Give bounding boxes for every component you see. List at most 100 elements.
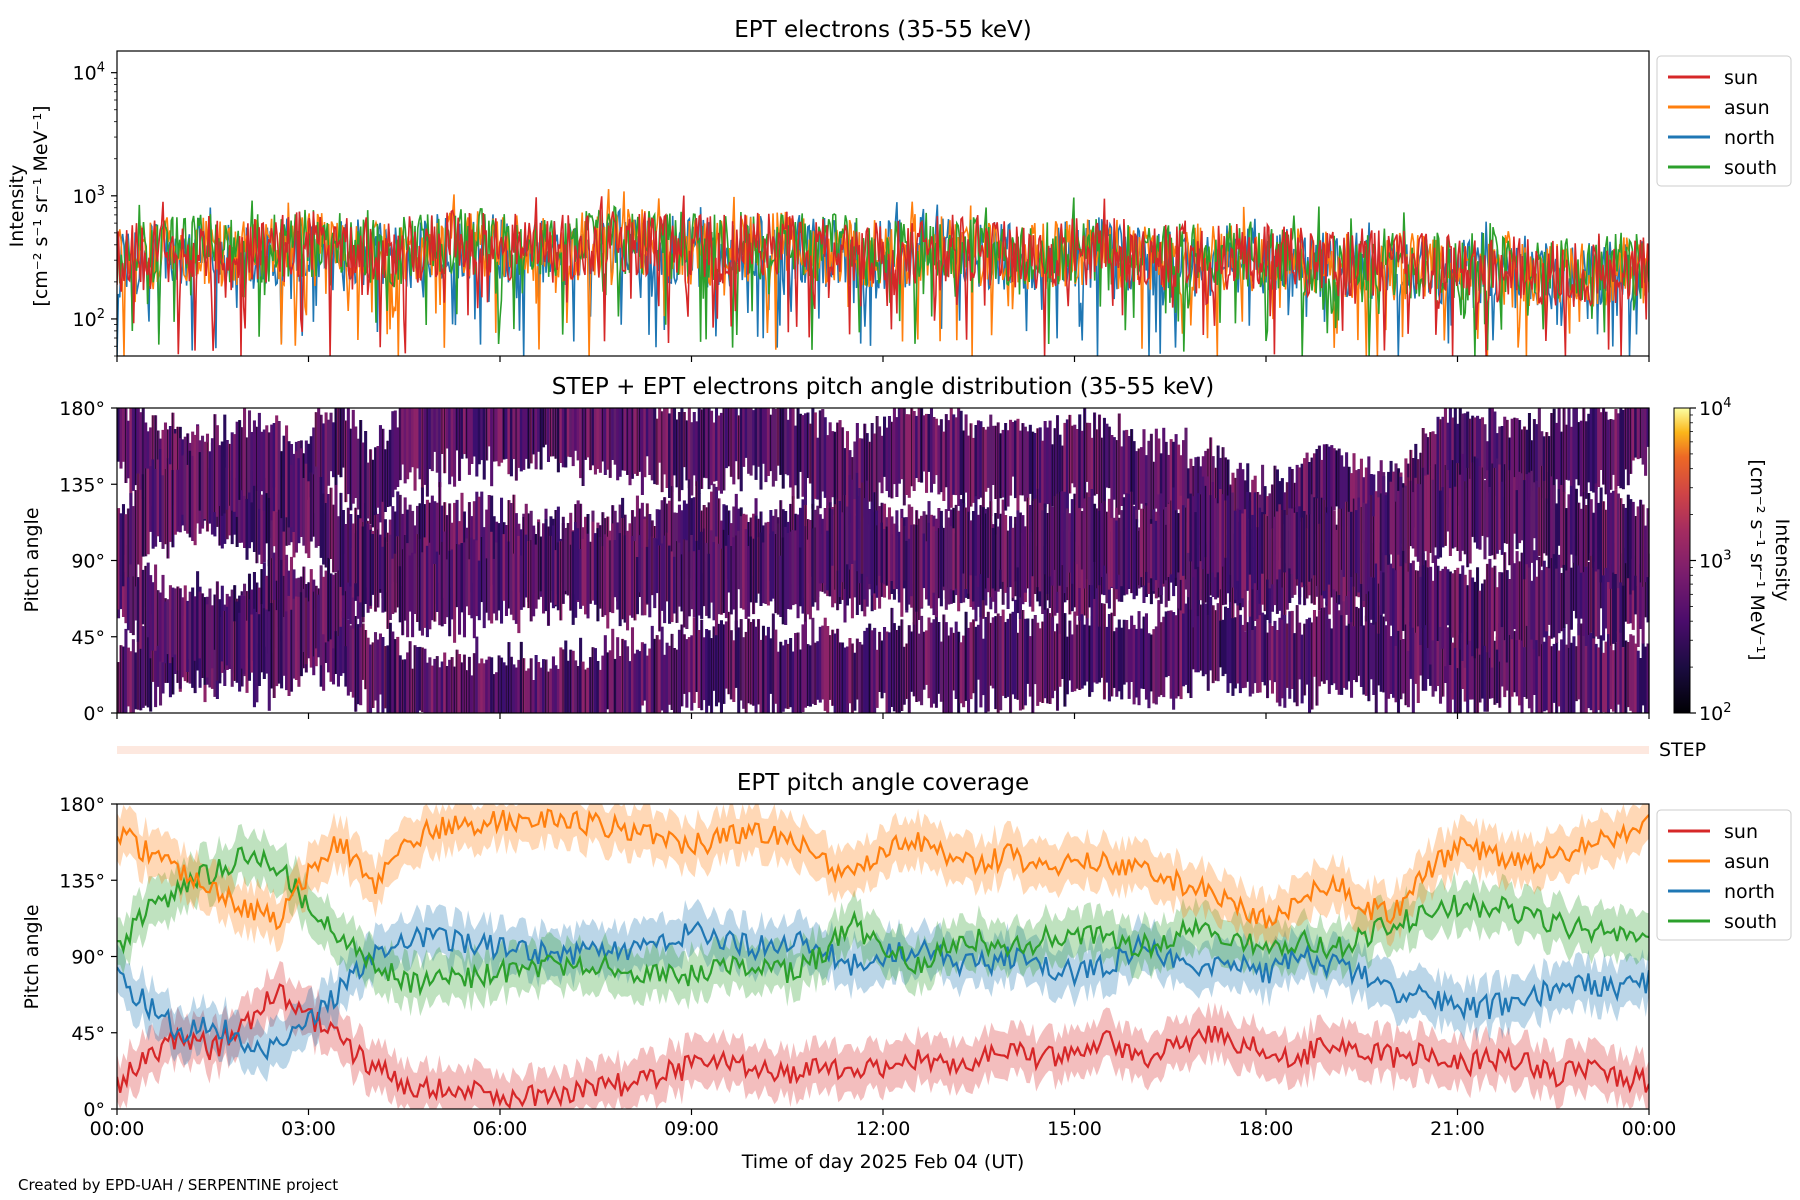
panel1-frame <box>116 50 1650 357</box>
heatmap-cell <box>1592 408 1596 493</box>
heatmap-cell <box>677 542 681 607</box>
heatmap-cell <box>475 408 479 477</box>
heatmap-cell <box>564 640 568 713</box>
heatmap-cell <box>1372 474 1376 533</box>
heatmap-cell <box>1018 430 1022 496</box>
heatmap-cell <box>1510 560 1514 640</box>
pitch-angle-distribution-panel: STEP + EPT electrons pitch angle distrib… <box>21 374 1793 725</box>
heatmap-cell <box>1330 445 1334 546</box>
panel1-ylabel-line1: Intensity <box>6 165 28 248</box>
heatmap-cell <box>1048 420 1052 518</box>
heatmap-cell <box>129 408 133 506</box>
heatmap-cell <box>287 441 291 528</box>
heatmap-cell <box>1387 556 1391 640</box>
heatmap-cell <box>1112 517 1116 589</box>
heatmap-cell <box>238 612 242 692</box>
heatmap-cell <box>438 667 442 713</box>
heatmap-cell <box>808 645 812 707</box>
heatmap-cell <box>927 414 931 472</box>
heatmap-cell <box>1204 603 1208 675</box>
heatmap-cell <box>1253 626 1257 684</box>
heatmap-cell <box>808 520 812 620</box>
heatmap-cell <box>356 438 360 510</box>
heatmap-cell <box>1194 538 1198 625</box>
heatmap-cell <box>119 513 123 576</box>
heatmap-cell <box>769 638 773 694</box>
heatmap-cell <box>1065 508 1069 588</box>
heatmap-cell <box>976 420 980 500</box>
heatmap-cell <box>863 630 867 713</box>
heatmap-cell <box>1557 489 1561 546</box>
heatmap-cell <box>984 429 988 492</box>
heatmap-cell <box>435 551 439 612</box>
heatmap-cell <box>1026 618 1030 684</box>
heatmap-cell <box>1199 545 1203 601</box>
heatmap-cell <box>964 414 968 493</box>
heatmap-cell <box>554 550 558 605</box>
heatmap-cell <box>794 530 798 605</box>
heatmap-cell <box>497 408 501 467</box>
heatmap-cell <box>178 438 182 533</box>
heatmap-cell <box>769 533 773 602</box>
heatmap-cell <box>1186 498 1190 553</box>
x-tick-label: 00:00 <box>1622 1118 1677 1140</box>
heatmap-cell <box>297 596 301 687</box>
heatmap-cell <box>855 423 859 514</box>
heatmap-cell <box>668 545 672 624</box>
heatmap-cell <box>1535 628 1539 713</box>
heatmap-cell <box>1068 513 1072 573</box>
heatmap-cell <box>900 408 904 480</box>
heatmap-cell <box>1139 508 1144 578</box>
heatmap-cell <box>789 638 793 708</box>
heatmap-cell <box>1520 625 1524 713</box>
heatmap-cell <box>457 654 462 713</box>
heatmap-cell <box>1495 458 1499 554</box>
heatmap-cell <box>905 540 909 610</box>
heatmap-cell <box>327 494 331 558</box>
heatmap-cell <box>1120 446 1124 506</box>
heatmap-cell <box>1606 620 1611 713</box>
heatmap-cell <box>1476 415 1480 496</box>
heatmap-cell <box>334 484 338 573</box>
heatmap-cell <box>974 496 978 576</box>
heatmap-cell <box>1463 574 1467 668</box>
heatmap-cell <box>411 552 415 638</box>
heatmap-cell <box>952 528 956 591</box>
heatmap-cell <box>1468 615 1472 700</box>
heatmap-cell <box>319 477 323 558</box>
heatmap-cell <box>124 628 128 713</box>
heatmap-cell <box>1382 552 1386 614</box>
heatmap-cell <box>635 649 639 713</box>
heatmap-cell <box>719 412 723 494</box>
heatmap-cell <box>635 557 639 615</box>
heatmap-cell <box>638 651 642 713</box>
heatmap-cell <box>789 408 793 488</box>
coverage-line-north <box>117 920 1649 1062</box>
heatmap-cell <box>430 408 434 472</box>
heatmap-cell <box>1288 508 1292 569</box>
heatmap-cell <box>717 415 721 491</box>
heatmap-cell <box>215 425 219 517</box>
heatmap-cell <box>406 543 410 638</box>
heatmap-cell <box>396 636 400 713</box>
heatmap-cell <box>685 639 689 708</box>
heatmap-cell <box>1644 408 1648 476</box>
heatmap-cell <box>247 480 252 549</box>
heatmap-cell <box>134 563 138 621</box>
heatmap-cell <box>139 489 143 566</box>
heatmap-cell <box>280 631 284 689</box>
heatmap-cell <box>1377 497 1381 584</box>
heatmap-cell <box>663 535 667 624</box>
heatmap-cell <box>687 408 691 489</box>
heatmap-cell <box>500 408 504 463</box>
heatmap-cell <box>339 618 343 676</box>
heatmap-cell <box>1144 455 1148 513</box>
heatmap-cell <box>1438 604 1443 704</box>
heatmap-cell <box>1303 511 1307 587</box>
heatmap-cell <box>1060 491 1064 566</box>
heatmap-cell <box>1174 615 1178 699</box>
heatmap-cell <box>628 661 632 713</box>
heatmap-cell <box>1043 503 1047 575</box>
heatmap-cell <box>1243 631 1247 688</box>
heatmap-cell <box>487 656 491 713</box>
